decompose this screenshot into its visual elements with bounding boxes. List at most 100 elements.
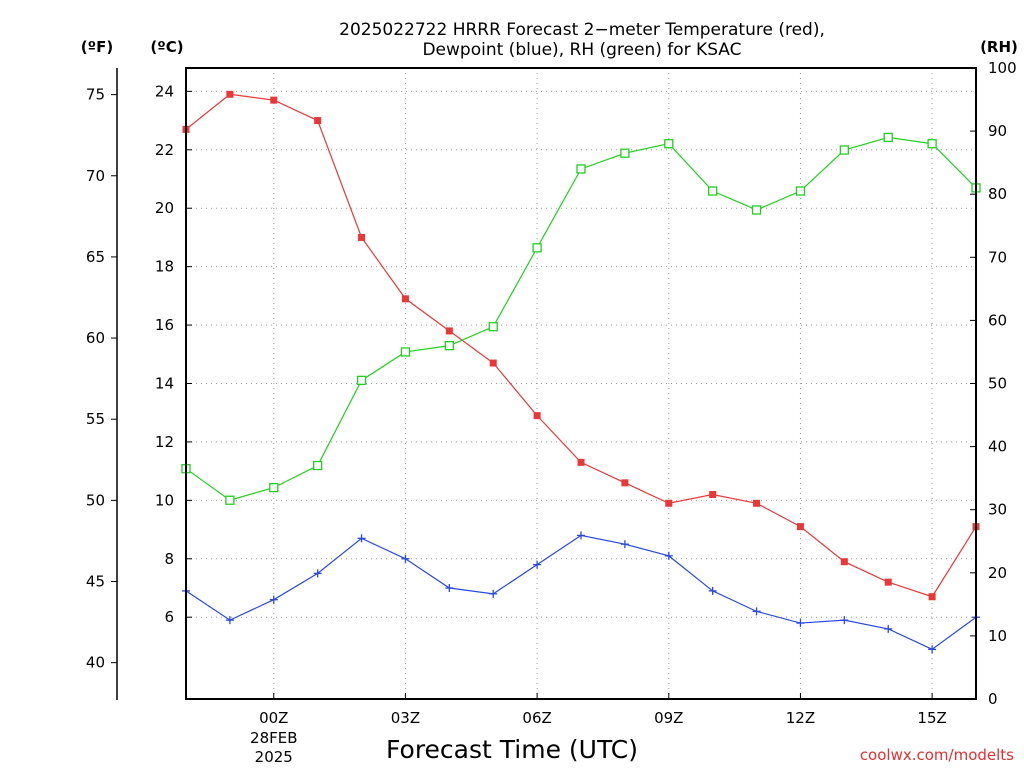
- fahrenheit-tick-label: 45: [86, 572, 105, 590]
- x-tick-label: 06Z: [522, 709, 551, 727]
- celsius-tick-label: 24: [155, 82, 174, 100]
- rh-point: [751, 205, 762, 215]
- rh-tick-label: 100: [988, 59, 1017, 77]
- temperature-point: [709, 491, 717, 499]
- rh-point: [444, 340, 454, 351]
- axes: 6 8 10 12 14 16 18 20 22 24 40 45 50 55 60 65 70 75 0 10 20 3…: [86, 59, 1017, 766]
- dewpoint-point: [401, 554, 410, 563]
- dewpoint-point: [313, 569, 322, 578]
- rh-point: [883, 132, 893, 143]
- celsius-unit-label: (ºC): [150, 38, 183, 56]
- rh-point: [488, 322, 498, 332]
- dewpoint-point: [752, 607, 761, 616]
- x-tick-label: 12Z: [786, 709, 815, 727]
- rh-point: [795, 186, 806, 196]
- series-rh: [181, 132, 981, 505]
- rh-unit-label: (RH): [980, 38, 1018, 56]
- rh-tick-label: 30: [988, 501, 1007, 519]
- x-tick-label: 00Z: [259, 709, 288, 727]
- temperature-point: [577, 458, 585, 466]
- rh-tick-label: 50: [988, 375, 1007, 393]
- chart-title-line-1: 2025022722 HRRR Forecast 2−meter Tempera…: [339, 20, 825, 40]
- rh-point: [708, 186, 718, 196]
- temperature-point: [753, 499, 761, 507]
- grid-lines: [186, 68, 976, 699]
- temperature-point: [796, 523, 804, 531]
- series-dewpoint: [182, 531, 980, 654]
- rh-point: [664, 139, 674, 149]
- temperature-point: [928, 593, 936, 601]
- dewpoint-point: [796, 619, 805, 628]
- rh-point: [532, 243, 542, 253]
- rh-line: [185, 136, 977, 501]
- temperature-point: [445, 327, 453, 335]
- x-axis-label: Forecast Time (UTC): [386, 735, 638, 764]
- rh-point: [576, 164, 586, 174]
- temperature-point: [226, 90, 234, 98]
- dewpoint-point: [664, 551, 673, 560]
- celsius-tick-label: 18: [155, 258, 174, 276]
- rh-tick-label: 70: [988, 248, 1007, 266]
- temperature-point: [665, 499, 673, 507]
- temperature-point: [840, 558, 848, 566]
- credit-text: coolwx.com/modelts: [860, 746, 1014, 764]
- dewpoint-point: [445, 583, 454, 592]
- dewpoint-point: [840, 616, 849, 625]
- x-tick-label: 09Z: [654, 709, 683, 727]
- x-tick-label: 03Z: [391, 709, 420, 727]
- rh-tick-label: 40: [988, 438, 1007, 456]
- temperature-point: [358, 233, 366, 241]
- rh-point: [400, 347, 411, 357]
- dewpoint-point: [225, 616, 234, 625]
- fahrenheit-tick-label: 65: [86, 248, 105, 266]
- dewpoint-point: [928, 645, 937, 654]
- celsius-tick-label: 16: [155, 316, 174, 334]
- series-layer: [181, 90, 981, 654]
- x-tick-sublabel: 2025: [255, 748, 293, 766]
- rh-tick-label: 0: [988, 690, 998, 708]
- celsius-tick-label: 10: [155, 491, 174, 509]
- fahrenheit-tick-label: 75: [86, 86, 105, 104]
- chart-title-line-2: Dewpoint (blue), RH (green) for KSAC: [422, 40, 741, 60]
- fahrenheit-tick-label: 40: [86, 654, 105, 672]
- dewpoint-point: [357, 534, 366, 543]
- temperature-point: [884, 578, 892, 586]
- celsius-tick-label: 20: [155, 199, 174, 217]
- rh-point: [356, 375, 367, 385]
- dewpoint-point: [577, 531, 585, 540]
- celsius-tick-label: 14: [155, 375, 174, 393]
- temperature-point: [401, 295, 409, 303]
- temperature-point: [270, 96, 278, 104]
- rh-point: [313, 460, 323, 471]
- dewpoint-line: [185, 534, 977, 651]
- rh-point: [620, 148, 630, 158]
- rh-tick-label: 60: [988, 311, 1007, 329]
- dewpoint-point: [708, 586, 717, 595]
- dewpoint-point: [533, 560, 542, 569]
- rh-point: [269, 482, 279, 493]
- celsius-tick-label: 8: [164, 550, 174, 568]
- fahrenheit-tick-label: 55: [86, 410, 105, 428]
- temperature-point: [621, 479, 629, 487]
- fahrenheit-tick-label: 60: [86, 329, 105, 347]
- rh-point: [225, 495, 235, 505]
- fahrenheit-tick-label: 70: [86, 167, 105, 185]
- celsius-tick-label: 22: [155, 141, 174, 159]
- temperature-point: [533, 412, 541, 420]
- dewpoint-point: [489, 589, 498, 598]
- rh-tick-label: 20: [988, 564, 1007, 582]
- celsius-tick-label: 6: [164, 608, 174, 626]
- rh-tick-label: 10: [988, 627, 1007, 645]
- celsius-tick-label: 12: [155, 433, 174, 451]
- rh-tick-label: 80: [988, 185, 1007, 203]
- fahrenheit-tick-label: 50: [86, 491, 105, 509]
- x-tick-sublabel: 28FEB: [250, 729, 297, 747]
- rh-tick-label: 90: [988, 122, 1007, 140]
- fahrenheit-unit-label: (ºF): [81, 38, 113, 56]
- rh-point: [927, 139, 937, 149]
- temperature-point: [489, 359, 497, 367]
- x-tick-label: 15Z: [917, 709, 946, 727]
- rh-point: [839, 145, 849, 155]
- dewpoint-point: [884, 624, 893, 633]
